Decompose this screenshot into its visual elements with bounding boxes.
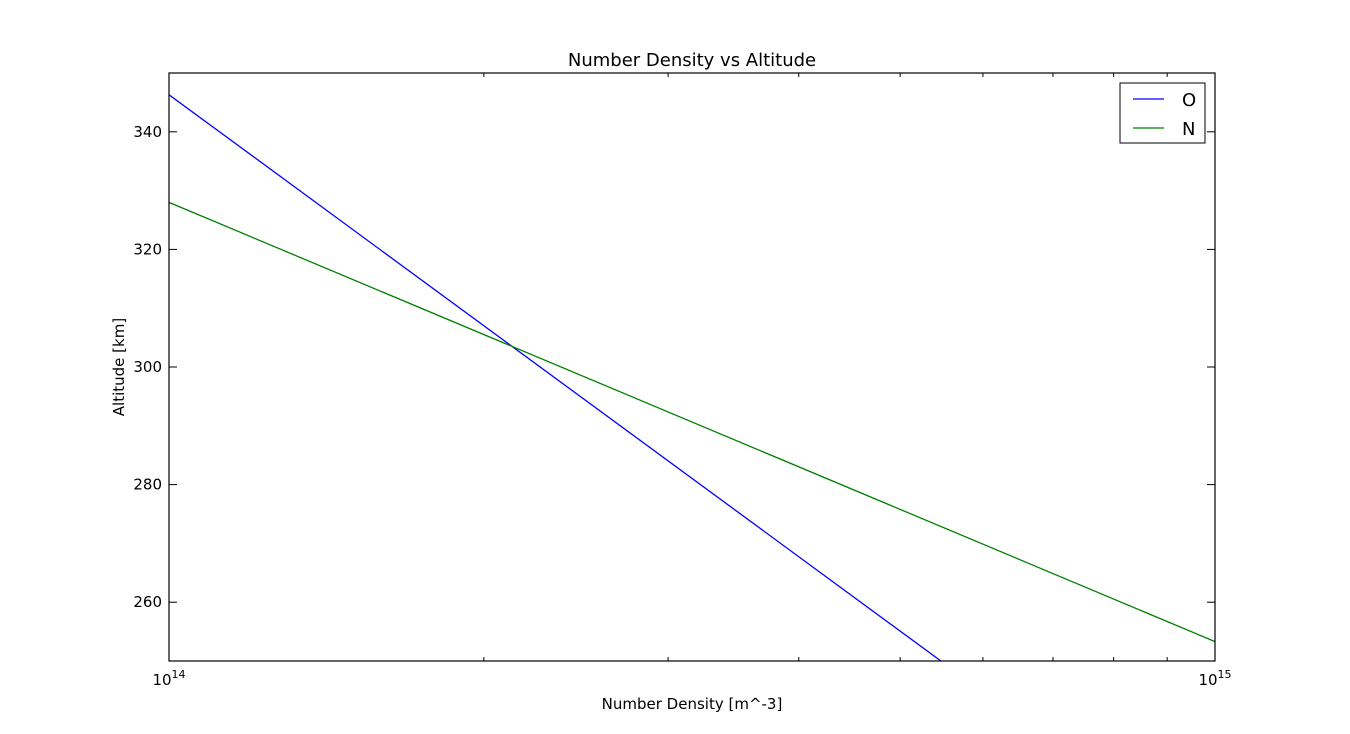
legend: ON: [1119, 82, 1206, 144]
series-line-n: [169, 201, 1215, 643]
x-tick-label: 1014: [152, 668, 185, 689]
y-tick-label: 260: [133, 593, 162, 611]
y-axis-label: Altitude [km]: [110, 318, 128, 416]
y-tick-label: 320: [133, 240, 162, 258]
y-tick-label: 280: [133, 476, 162, 494]
legend-box: [1119, 82, 1206, 144]
y-tick-label: 340: [133, 123, 162, 141]
chart-title: Number Density vs Altitude: [568, 50, 816, 71]
y-tick-label: 300: [133, 358, 162, 376]
legend-label-n: N: [1182, 119, 1195, 140]
series-line-o: [169, 94, 942, 661]
x-axis: 1014 1015: [152, 73, 1232, 689]
y-axis: 260 280 300 320 340: [133, 123, 1215, 611]
x-axis-label: Number Density [m^-3]: [602, 695, 783, 713]
x-tick-label: 1015: [1198, 668, 1231, 689]
legend-label-o: O: [1182, 90, 1196, 111]
plot-lines: [169, 94, 1215, 661]
